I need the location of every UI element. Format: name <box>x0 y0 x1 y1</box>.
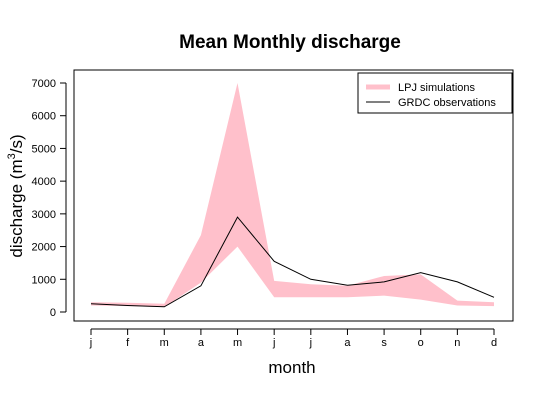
y-axis-label-superscript: 3 <box>6 153 18 159</box>
x-tick-label: o <box>418 337 424 349</box>
legend-box <box>357 72 513 114</box>
x-tick-label: a <box>198 337 205 349</box>
x-tick-label: f <box>126 337 130 349</box>
grdc-observation-line <box>90 216 495 308</box>
y-tick-label: 7000 <box>32 78 56 90</box>
x-tick-label: j <box>309 337 312 349</box>
x-tick-label: j <box>89 337 92 349</box>
legend-label-lpj: LPJ simulations <box>398 82 476 94</box>
lpj-simulation-band <box>91 83 494 308</box>
y-tick-label: 2000 <box>32 242 56 254</box>
chart-title: Mean Monthly discharge <box>179 32 401 53</box>
plot-frame <box>73 69 514 322</box>
legend-label-grdc: GRDC observations <box>398 97 496 109</box>
y-axis: 0 1000 2000 3000 4000 5000 6000 7000 <box>32 78 67 319</box>
x-tick-label: j <box>272 337 275 349</box>
y-axis-label-tail: /s) <box>7 134 26 153</box>
x-tick-label: n <box>454 337 460 349</box>
line-layer <box>90 216 495 308</box>
y-tick-label: 6000 <box>32 111 56 123</box>
y-tick-label: 5000 <box>32 143 56 155</box>
x-tick-label: m <box>233 337 242 349</box>
y-tick-label: 1000 <box>32 274 56 286</box>
y-tick-label: 0 <box>50 307 56 319</box>
x-tick-label: a <box>344 337 351 349</box>
x-axis-label: month <box>268 358 315 377</box>
legend: LPJ simulations GRDC observations <box>357 72 513 114</box>
y-axis-label: discharge (m3/s) <box>6 134 26 257</box>
y-tick-label: 4000 <box>32 176 56 188</box>
band-layer <box>91 83 494 308</box>
y-axis-label-main: discharge (m <box>7 159 26 257</box>
y-tick-label: 3000 <box>32 209 56 221</box>
x-tick-label: s <box>381 337 387 349</box>
x-tick-label: m <box>160 337 169 349</box>
x-tick-label: d <box>491 337 497 349</box>
